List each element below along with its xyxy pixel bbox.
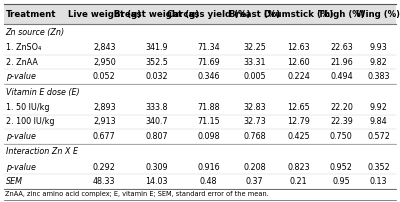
Text: 0.494: 0.494 (330, 72, 353, 81)
Text: 12.60: 12.60 (287, 58, 310, 67)
Text: Thigh (%): Thigh (%) (318, 10, 365, 19)
Text: Zn source (Zn): Zn source (Zn) (6, 28, 65, 37)
Text: 0.13: 0.13 (370, 177, 387, 186)
Text: 21.96: 21.96 (330, 58, 353, 67)
Text: 0.48: 0.48 (200, 177, 217, 186)
Text: 0.383: 0.383 (367, 72, 390, 81)
Text: 0.750: 0.750 (330, 132, 353, 141)
Text: SEM: SEM (6, 177, 23, 186)
Text: Live weight (g): Live weight (g) (68, 10, 141, 19)
Text: 14.03: 14.03 (146, 177, 168, 186)
Text: 0.768: 0.768 (243, 132, 266, 141)
Text: 2,950: 2,950 (93, 58, 116, 67)
Text: p-value: p-value (6, 132, 36, 141)
Text: 2. 100 IU/kg: 2. 100 IU/kg (6, 117, 54, 126)
Text: Breast (%): Breast (%) (229, 10, 280, 19)
Text: Drumstick (%): Drumstick (%) (264, 10, 333, 19)
Text: 0.823: 0.823 (287, 163, 310, 171)
Text: 48.33: 48.33 (93, 177, 116, 186)
Text: 0.352: 0.352 (367, 163, 390, 171)
Text: 71.15: 71.15 (197, 117, 220, 126)
Text: 0.098: 0.098 (197, 132, 220, 141)
Text: 9.84: 9.84 (370, 117, 387, 126)
Text: p-value: p-value (6, 163, 36, 171)
Text: 22.63: 22.63 (330, 43, 353, 52)
Text: 2,843: 2,843 (93, 43, 116, 52)
Text: 9.92: 9.92 (370, 103, 388, 112)
Text: 71.34: 71.34 (197, 43, 220, 52)
Text: 0.916: 0.916 (197, 163, 220, 171)
Text: 0.032: 0.032 (145, 72, 168, 81)
Text: 12.65: 12.65 (287, 103, 310, 112)
Text: 0.572: 0.572 (367, 132, 390, 141)
Text: 9.82: 9.82 (370, 58, 387, 67)
Text: 71.88: 71.88 (197, 103, 220, 112)
Text: 0.807: 0.807 (145, 132, 168, 141)
Text: Vitamin E dose (E): Vitamin E dose (E) (6, 87, 79, 97)
Text: 32.83: 32.83 (243, 103, 266, 112)
Bar (4, 4, 396, 24)
Text: 0.346: 0.346 (197, 72, 220, 81)
Text: Carcass yield (%): Carcass yield (%) (167, 10, 250, 19)
Text: 1. 50 IU/kg: 1. 50 IU/kg (6, 103, 50, 112)
Text: 12.79: 12.79 (287, 117, 310, 126)
Text: 0.309: 0.309 (145, 163, 168, 171)
Text: 0.425: 0.425 (287, 132, 310, 141)
Text: 1. ZnSO₄: 1. ZnSO₄ (6, 43, 41, 52)
Text: Interaction Zn X E: Interaction Zn X E (6, 147, 78, 156)
Text: 2,893: 2,893 (93, 103, 116, 112)
Text: 0.224: 0.224 (287, 72, 310, 81)
Text: 333.8: 333.8 (146, 103, 168, 112)
Text: 0.208: 0.208 (243, 163, 266, 171)
Text: 340.7: 340.7 (145, 117, 168, 126)
Text: 341.9: 341.9 (145, 43, 168, 52)
Text: ZnAA, zinc amino acid complex; E, vitamin E; SEM, standard error of the mean.: ZnAA, zinc amino acid complex; E, vitami… (5, 191, 269, 197)
Text: Breast weight (g): Breast weight (g) (114, 10, 199, 19)
Text: p-value: p-value (6, 72, 36, 81)
Text: 0.21: 0.21 (290, 177, 308, 186)
Text: 32.73: 32.73 (243, 117, 266, 126)
Text: 9.93: 9.93 (370, 43, 387, 52)
Text: 33.31: 33.31 (244, 58, 266, 67)
Text: 0.292: 0.292 (93, 163, 116, 171)
Text: 71.69: 71.69 (197, 58, 220, 67)
Text: 2. ZnAA: 2. ZnAA (6, 58, 38, 67)
Text: Treatment: Treatment (6, 10, 56, 19)
Text: 2,913: 2,913 (93, 117, 116, 126)
Text: 352.5: 352.5 (145, 58, 168, 67)
Text: 0.677: 0.677 (93, 132, 116, 141)
Text: 0.005: 0.005 (243, 72, 266, 81)
Text: 0.952: 0.952 (330, 163, 353, 171)
Text: 0.052: 0.052 (93, 72, 116, 81)
Text: 12.63: 12.63 (287, 43, 310, 52)
Text: 22.39: 22.39 (330, 117, 353, 126)
Text: 0.95: 0.95 (332, 177, 350, 186)
Text: 0.37: 0.37 (246, 177, 264, 186)
Text: Wing (%): Wing (%) (356, 10, 400, 19)
Text: 32.25: 32.25 (243, 43, 266, 52)
Text: 22.20: 22.20 (330, 103, 353, 112)
